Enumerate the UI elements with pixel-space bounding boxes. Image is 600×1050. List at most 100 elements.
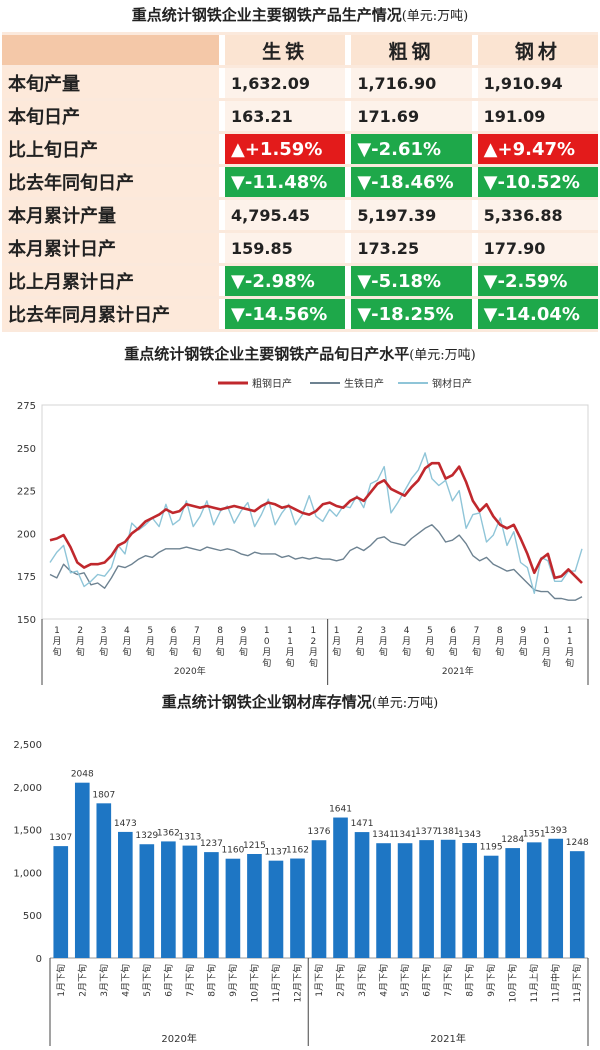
table-cell: ▼-14.56% [219, 299, 346, 329]
table-cell: 5,197.39 [345, 200, 472, 230]
x-tick-label: 8月下旬 [464, 964, 476, 997]
line-chart: 粗钢日产 生铁日产 钢材日产 150 175 200 225 250 275 1 月旬 2 月旬 3 月旬 4… [17, 377, 589, 685]
x-tick-label: 6 月旬 [449, 626, 458, 658]
table-row: 本旬产量 1,632.09 1,716.90 1,910.94 [2, 68, 598, 98]
table-cell: 1,632.09 [219, 68, 346, 98]
x-tick-label: 3 月旬 [379, 626, 388, 658]
y-tick-label: 500 [23, 911, 42, 922]
data-label: 1137 [265, 848, 288, 858]
data-label: 1307 [49, 833, 72, 843]
table-cell: 171.69 [345, 101, 472, 131]
bar [397, 843, 413, 958]
bar-chart: 0 500 1,000 1,500 2,000 2,500 1307 2048 1807 1473… [13, 740, 589, 1046]
bar [526, 842, 542, 958]
data-label: 1237 [200, 839, 223, 849]
line-chart-title: 重点统计钢铁企业主要钢铁产品旬日产水平(单元:万吨) [0, 343, 600, 364]
bar [483, 855, 499, 958]
table-title-text: 重点统计钢铁企业主要钢铁产品生产情况 [131, 6, 402, 24]
bar-chart-title-text: 重点统计钢铁企业钢材库存情况 [161, 693, 372, 711]
table-corner [2, 35, 219, 65]
x-tick-label: 7月下旬 [442, 964, 454, 997]
table-title: 重点统计钢铁企业主要钢铁产品生产情况(单元:万吨) [0, 4, 600, 25]
series-line [49, 452, 583, 594]
row-label: 本月累计产量 [2, 200, 219, 230]
x-tick-label: 5 月旬 [425, 626, 434, 658]
x-tick-label: 11月下旬 [571, 964, 583, 1002]
data-label: 1284 [501, 835, 524, 845]
x-tick-label: 3月下旬 [98, 964, 110, 997]
bar [548, 838, 564, 958]
row-label: 本旬产量 [2, 68, 219, 98]
bar [74, 782, 90, 958]
data-label: 1393 [544, 826, 567, 836]
data-label: 1343 [458, 830, 481, 840]
column-header: 粗钢 [345, 35, 472, 65]
x-tick-label: 8月下旬 [205, 964, 217, 997]
table-cell: 5,336.88 [471, 200, 598, 230]
bar [268, 860, 284, 958]
data-label: 1329 [135, 831, 158, 841]
x-tick-label: 10月下旬 [507, 964, 519, 1002]
y-tick-label: 275 [17, 401, 36, 412]
bar [354, 832, 370, 958]
x-tick-label: 3月下旬 [356, 964, 368, 997]
legend-label: 钢材日产 [432, 377, 472, 390]
x-tick-label: 1 1 月旬 [286, 626, 295, 669]
data-label: 1362 [157, 828, 180, 838]
x-tick-label: 1 0 月旬 [262, 626, 271, 669]
x-tick-label: 8 月旬 [495, 626, 504, 658]
bar [333, 817, 348, 958]
x-tick-label: 9 月旬 [239, 626, 248, 658]
row-label: 本旬日产 [2, 101, 219, 131]
bar [290, 858, 305, 958]
x-tick-label: 7 月旬 [472, 626, 481, 658]
data-label: 1376 [308, 827, 331, 837]
data-label: 1248 [566, 838, 589, 848]
table-cell: ▼-2.59% [471, 266, 598, 296]
row-label: 比去年同月累计日产 [2, 299, 219, 329]
data-label: 1377 [415, 827, 438, 837]
bar [53, 846, 69, 958]
bar [505, 848, 520, 958]
x-tick-label: 9月下旬 [227, 964, 239, 997]
x-tick-label: 9月下旬 [485, 964, 497, 997]
table-row: 比上月累计日产 ▼-2.98% ▼-5.18% ▼-2.59% [2, 266, 598, 296]
bar [161, 841, 176, 958]
data-label: 1313 [178, 833, 201, 843]
x-tick-label: 2 月旬 [76, 626, 85, 658]
x-tick-label: 4 月旬 [402, 626, 411, 658]
x-tick-label: 7月下旬 [184, 964, 196, 997]
series-line [49, 524, 583, 601]
x-tick-label: 4 月旬 [122, 626, 131, 658]
data-label: 1381 [437, 827, 460, 837]
table-cell: 191.09 [471, 101, 598, 131]
x-tick-label: 1月下旬 [55, 964, 67, 997]
column-header: 钢材 [471, 35, 598, 65]
table-cell: ▼-18.46% [345, 167, 472, 197]
table-unit: (单元:万吨) [401, 9, 469, 24]
bar [139, 844, 155, 958]
data-label: 1351 [523, 829, 546, 839]
bar-chart-title: 重点统计钢铁企业钢材库存情况(单元:万吨) [0, 691, 600, 712]
year-label: 2020年 [174, 665, 206, 677]
legend-label: 生铁日产 [344, 377, 384, 390]
legend-label: 粗钢日产 [252, 377, 292, 390]
x-tick-label: 2 月旬 [355, 626, 364, 658]
data-label: 1341 [394, 830, 417, 840]
bar [182, 845, 198, 958]
x-tick-label: 1 月旬 [332, 626, 341, 658]
table-cell: ▼-14.04% [471, 299, 598, 329]
table-cell: 163.21 [219, 101, 346, 131]
data-label: 1473 [114, 819, 137, 829]
table-cell: 1,716.90 [345, 68, 472, 98]
row-label: 比上旬日产 [2, 134, 219, 164]
x-tick-label: 1 月旬 [52, 626, 61, 658]
x-tick-label: 1 2 月旬 [309, 626, 318, 669]
table-cell: 173.25 [345, 233, 472, 263]
column-header: 生铁 [219, 35, 346, 65]
x-tick-label: 1 0 月旬 [542, 626, 551, 669]
table-cell: 159.85 [219, 233, 346, 263]
x-tick-label: 6 月旬 [169, 626, 178, 658]
data-label: 1641 [329, 805, 352, 815]
table-header-row: 生铁 粗钢 钢材 [2, 35, 598, 65]
